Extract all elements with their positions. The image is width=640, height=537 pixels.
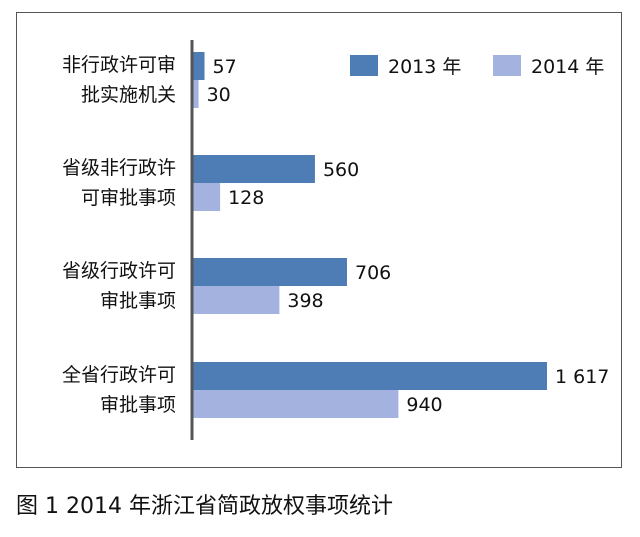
category-label-2: 省级行政许可 审批事项 bbox=[61, 260, 176, 312]
data-label-2014-2: 398 bbox=[287, 290, 323, 312]
bar-2013-3 bbox=[192, 362, 547, 390]
data-label-2014-1: 128 bbox=[228, 187, 264, 209]
figure-caption: 图 1 2014 年浙江省简政放权事项统计 bbox=[16, 494, 393, 519]
data-label-2013-1: 560 bbox=[323, 159, 359, 181]
legend-swatch-0 bbox=[350, 55, 378, 76]
data-label-2014-3: 940 bbox=[406, 394, 442, 416]
legend-label-1: 2014 年 bbox=[531, 56, 604, 78]
data-label-2014-0: 30 bbox=[207, 84, 231, 106]
bar-2013-2 bbox=[192, 258, 347, 286]
data-label-2013-3: 1 617 bbox=[555, 366, 609, 388]
chart-frame bbox=[16, 12, 622, 468]
legend-label-0: 2013 年 bbox=[388, 56, 461, 78]
category-label-3: 全省行政许可 审批事项 bbox=[61, 364, 176, 416]
bar-2014-3 bbox=[192, 390, 399, 418]
data-label-2013-0: 57 bbox=[213, 56, 237, 78]
bar-2013-1 bbox=[192, 155, 315, 183]
data-label-2013-2: 706 bbox=[355, 262, 391, 284]
bar-2014-2 bbox=[192, 286, 280, 314]
category-label-0: 非行政许可审 批实施机关 bbox=[61, 54, 176, 106]
legend-swatch-1 bbox=[493, 55, 521, 76]
bar-2014-1 bbox=[192, 183, 221, 211]
bar-2014-0 bbox=[192, 80, 199, 108]
bar-2013-0 bbox=[192, 52, 205, 80]
category-label-1: 省级非行政许 可审批事项 bbox=[61, 157, 176, 209]
